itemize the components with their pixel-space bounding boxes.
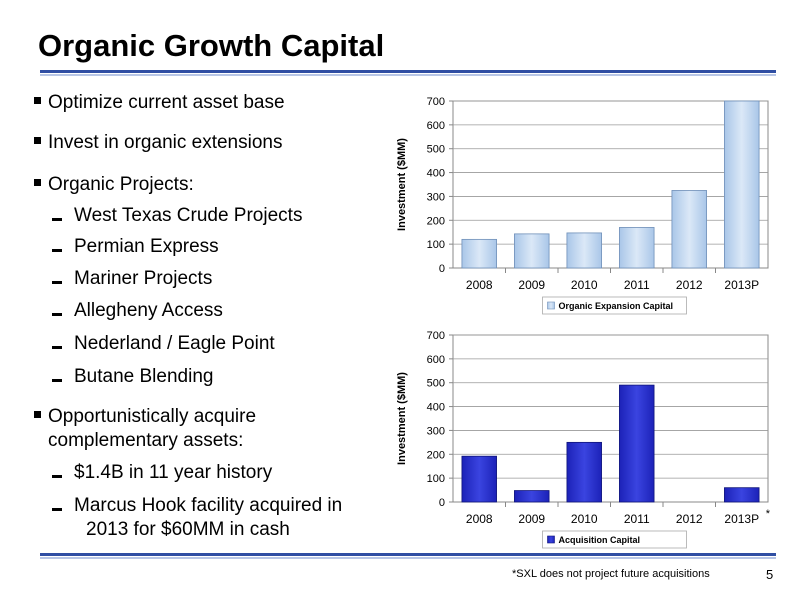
dash-bullet-icon (52, 475, 62, 479)
bar (619, 384, 655, 503)
y-axis-title: Investment ($MM) (396, 138, 408, 231)
bullet-item: Optimize current asset base (34, 92, 285, 114)
y-tick-label: 0 (439, 263, 445, 275)
sub-bullet-text: Permian Express (74, 236, 219, 257)
bar (566, 232, 602, 269)
sub-bullet-item: Marcus Hook facility acquired in (52, 495, 342, 517)
legend-swatch (547, 535, 555, 544)
legend-label: Organic Expansion Capital (559, 301, 674, 311)
x-tick-label: 2012 (676, 512, 703, 526)
dash-bullet-icon (52, 379, 62, 383)
bullet-item: Invest in organic extensions (34, 132, 282, 154)
plot-area (452, 100, 769, 269)
bar (671, 190, 707, 269)
bar (461, 238, 497, 269)
y-tick-label: 400 (427, 402, 445, 414)
legend-label: Acquisition Capital (559, 535, 641, 545)
sub-bullet-text: Marcus Hook facility acquired in (74, 495, 343, 516)
y-axis-title: Investment ($MM) (396, 372, 408, 465)
x-tick-label: 2011 (624, 512, 650, 526)
dash-bullet-icon (52, 218, 62, 222)
y-tick-label: 200 (427, 215, 445, 227)
y-tick-label: 700 (427, 96, 445, 108)
y-tick-label: 600 (427, 120, 445, 132)
legend-box (542, 530, 687, 549)
y-tick-label: 500 (427, 378, 445, 390)
sub-bullet-continuation: 2013 for $60MM in cash (86, 519, 290, 540)
plot-area (452, 334, 769, 503)
square-bullet-icon (34, 97, 41, 105)
x-tick-label: 2009 (518, 278, 545, 292)
x-tick-label: 2010 (571, 278, 598, 292)
x-tick-label: 2013P (724, 278, 759, 292)
sub-bullet-item: Allegheny Access (52, 300, 223, 322)
x-tick-label: 2012 (676, 278, 703, 292)
dash-bullet-icon (52, 313, 62, 317)
dash-bullet-icon (52, 249, 62, 253)
y-tick-label: 500 (427, 144, 445, 156)
x-tick-label: 2010 (571, 512, 598, 526)
x-tick-label: 2009 (518, 512, 545, 526)
dash-bullet-icon (52, 346, 62, 350)
bar (724, 100, 760, 269)
sub-bullet-item: West Texas Crude Projects (52, 205, 302, 227)
sub-bullet-item: $1.4B in 11 year history (52, 462, 272, 484)
square-bullet-icon (34, 179, 41, 187)
bar (514, 490, 550, 503)
y-tick-label: 200 (427, 449, 445, 461)
y-tick-label: 700 (427, 330, 445, 342)
organic-expansion-chart: 0 100 200 300 400 500 600 700 Investment ($MM) 20… (396, 96, 769, 315)
bullet-item: Organic Projects: (34, 174, 194, 196)
footer-divider (40, 553, 776, 556)
bar (724, 487, 760, 503)
bullet-text: Opportunistically acquire (48, 406, 257, 427)
bullet-continuation: complementary assets: (48, 430, 244, 451)
y-tick-label: 0 (439, 497, 445, 509)
x-tick-label: 2011 (624, 278, 650, 292)
dash-bullet-icon (52, 281, 62, 285)
sub-bullet-text: Butane Blending (74, 366, 214, 387)
sub-bullet-text: Allegheny Access (74, 300, 223, 321)
footnote: *SXL does not project future acquisition… (512, 568, 710, 580)
y-tick-label: 600 (427, 354, 445, 366)
y-tick-label: 300 (427, 425, 445, 437)
bar (566, 441, 602, 503)
sub-bullet-item: Butane Blending (52, 366, 213, 388)
dash-bullet-icon (52, 508, 62, 512)
y-tick-label: 300 (427, 191, 445, 203)
sub-bullet-item: Nederland / Eagle Point (52, 333, 275, 355)
sub-bullet-item: Permian Express (52, 236, 219, 258)
y-tick-label: 100 (427, 239, 445, 251)
legend-box (542, 296, 687, 315)
x-tick-label: 2008 (466, 278, 493, 292)
slide-title: Organic Growth Capital (38, 28, 385, 63)
bullet-item: Opportunistically acquire (34, 406, 256, 428)
square-bullet-icon (34, 411, 41, 419)
bullet-text: Organic Projects: (48, 174, 194, 195)
x-tick-label: 2008 (466, 512, 493, 526)
square-bullet-icon (34, 137, 41, 145)
sub-bullet-text: Mariner Projects (74, 268, 213, 289)
title-divider (40, 70, 776, 73)
footer-divider-accent (40, 557, 776, 559)
x-tick-note: * (766, 508, 771, 520)
bar (461, 455, 497, 503)
acquisition-capital-chart: 0 100 200 300 400 500 600 700 Investment ($MM) 20… (396, 330, 771, 549)
page-number: 5 (766, 567, 774, 582)
title-divider-accent (40, 74, 776, 76)
y-tick-label: 100 (427, 473, 445, 485)
sub-bullet-text: $1.4B in 11 year history (74, 462, 273, 483)
bar (514, 233, 550, 269)
bar (619, 227, 655, 269)
sub-bullet-text: West Texas Crude Projects (74, 205, 303, 226)
legend-swatch (547, 301, 555, 310)
bullet-text: Optimize current asset base (48, 92, 285, 113)
x-tick-label: 2013P (724, 512, 759, 526)
y-tick-label: 400 (427, 168, 445, 180)
bullet-text: Invest in organic extensions (48, 132, 283, 153)
sub-bullet-text: Nederland / Eagle Point (74, 333, 275, 354)
sub-bullet-item: Mariner Projects (52, 268, 212, 290)
